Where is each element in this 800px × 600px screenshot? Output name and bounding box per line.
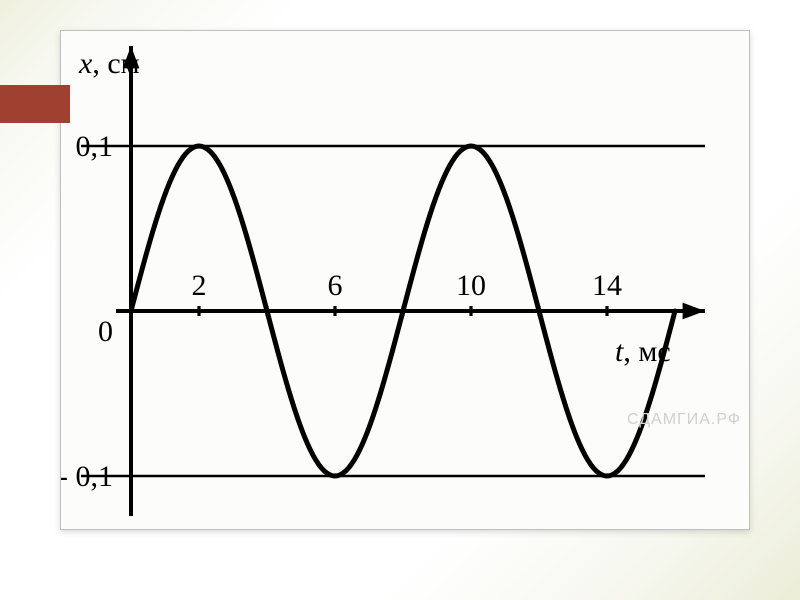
watermark: СДАМГИА.РФ bbox=[627, 411, 741, 429]
svg-text:0: 0 bbox=[98, 315, 113, 348]
svg-text:2: 2 bbox=[192, 269, 207, 302]
oscillation-chart: 2 6 10 14 0,1 0 - 0,1 x, см t, мс bbox=[61, 31, 751, 531]
svg-text:t, мс: t, мс bbox=[615, 335, 671, 368]
accent-bar bbox=[0, 85, 70, 123]
svg-text:14: 14 bbox=[592, 269, 622, 302]
svg-text:10: 10 bbox=[456, 269, 486, 302]
chart-panel: 2 6 10 14 0,1 0 - 0,1 x, см t, мс СДАМГИА.РФ bbox=[60, 30, 750, 530]
svg-text:6: 6 bbox=[328, 269, 343, 302]
svg-text:0,1: 0,1 bbox=[76, 130, 114, 163]
svg-text:- 0,1: - 0,1 bbox=[61, 460, 113, 493]
svg-text:x, см: x, см bbox=[78, 47, 140, 80]
